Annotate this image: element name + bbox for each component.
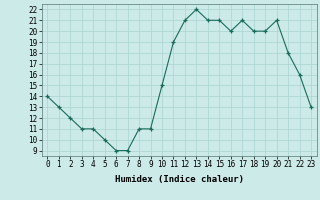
X-axis label: Humidex (Indice chaleur): Humidex (Indice chaleur) [115, 175, 244, 184]
